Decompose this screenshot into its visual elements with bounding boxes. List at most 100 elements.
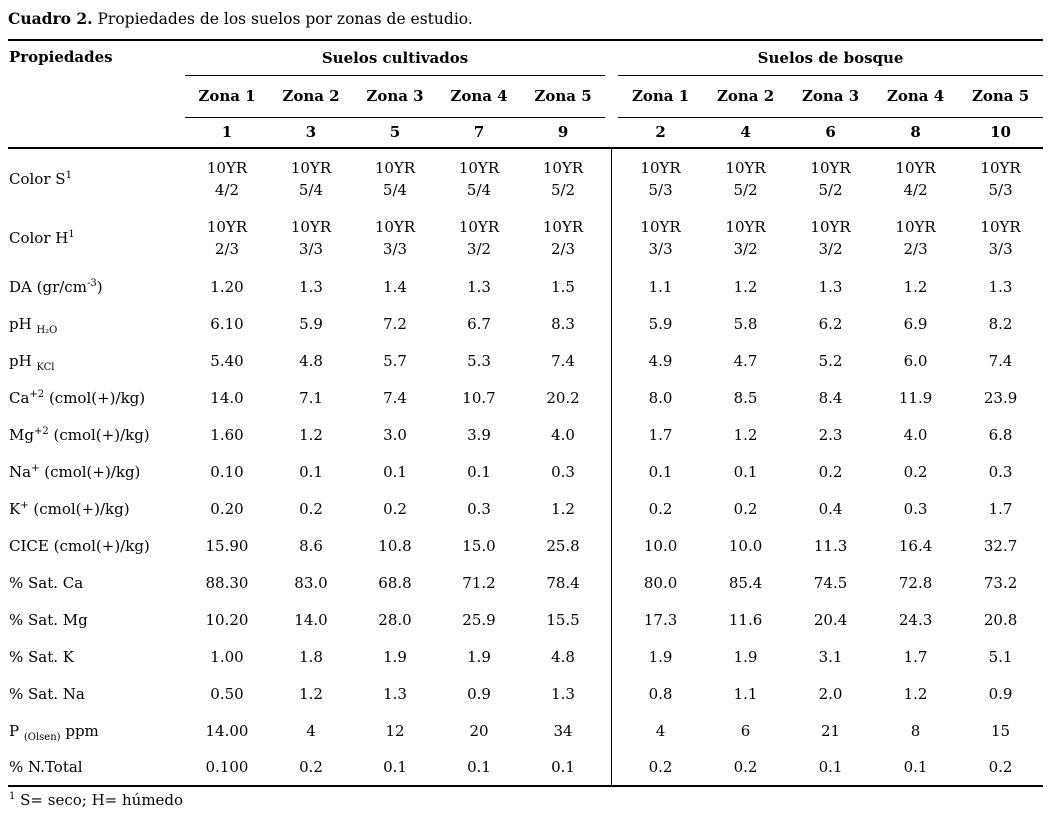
data-cell: 0.3 [551, 462, 575, 481]
zone-header: Zona 5 [958, 75, 1044, 118]
data-cell: 10YR 3/2 [810, 218, 851, 258]
data-cell: 1.1 [648, 277, 673, 296]
data-cell: 20.4 [813, 610, 848, 629]
data-cell: 10.7 [462, 388, 496, 407]
data-cell: 1.7 [648, 425, 673, 444]
data-cell: 1.20 [210, 277, 244, 296]
row-label: Na+ (cmol(+)/kg) [9, 462, 141, 481]
data-cell: 10YR 5/4 [374, 158, 416, 199]
group-header-forest: Suelos de bosque [618, 40, 1044, 76]
data-cell: 1.9 [467, 647, 491, 666]
data-cell: 78.4 [546, 573, 580, 592]
sample-number-header: 2 [618, 117, 704, 149]
data-cell: 10YR 2/3 [542, 218, 584, 258]
group-header-cultivated: Suelos cultivados [185, 40, 606, 76]
data-cell: 0.8 [648, 684, 673, 703]
data-cell: 1.60 [210, 425, 244, 444]
data-cell: 1.9 [648, 647, 673, 666]
group-divider-line [605, 416, 619, 453]
data-cell: 68.8 [378, 573, 412, 592]
zone-header: Zona 5 [521, 75, 606, 118]
data-cell: 5.2 [818, 351, 843, 370]
row-label: DA (gr/cm-3) [9, 277, 103, 296]
data-cell: 8.6 [299, 536, 323, 555]
data-cell: 20 [469, 721, 489, 740]
row-label: Color H1 [9, 229, 75, 247]
sample-number-header: 6 [788, 117, 874, 149]
data-cell: 8 [910, 721, 921, 740]
table-row: Mg+2 (cmol(+)/kg) 1.60 1.2 3.0 3.9 4.0 1.7 1.2 2… [8, 416, 1043, 453]
data-cell: 1.9 [733, 647, 758, 666]
data-cell: 1.1 [733, 684, 758, 703]
data-cell: 1.2 [299, 684, 323, 703]
data-cell: 0.1 [788, 749, 874, 787]
data-cell: 4 [306, 721, 316, 740]
data-cell: 15.0 [462, 536, 496, 555]
row-label: K+ (cmol(+)/kg) [9, 499, 130, 518]
zone-header: Zona 2 [269, 75, 353, 118]
data-cell: 0.2 [733, 499, 758, 518]
data-cell: 1.3 [467, 277, 491, 296]
data-cell: 10YR 5/4 [290, 158, 332, 199]
data-cell: 4 [655, 721, 666, 740]
data-cell: 10YR 3/2 [725, 218, 766, 258]
data-cell: 4.7 [733, 351, 758, 370]
zone-header: Zona 1 [618, 75, 704, 118]
table-row: pH KCl 5.40 4.8 5.7 5.3 7.4 4.9 4.7 5.2 6.0 7.4 [8, 342, 1043, 379]
table-row: P (Olsen) ppm 14.00 4 12 20 34 4 6 21 8 15 [8, 712, 1043, 749]
table-row: % Sat. K 1.00 1.8 1.9 1.9 4.8 1.9 1.9 3.1 1.7 5.1 [8, 638, 1043, 675]
data-cell: 1.7 [988, 499, 1013, 518]
data-cell: 20.2 [546, 388, 580, 407]
table-row: % Sat. Mg 10.20 14.0 28.0 25.9 15.5 17.3 11.6 20… [8, 601, 1043, 638]
data-cell: 25.9 [462, 610, 496, 629]
data-cell: 32.7 [983, 536, 1018, 555]
zone-header-row: Zona 1 Zona 2 Zona 3 Zona 4 Zona 5 Zona … [8, 75, 1044, 118]
data-cell: 1.3 [988, 277, 1013, 296]
table-row: K+ (cmol(+)/kg) 0.20 0.2 0.2 0.3 1.2 0.2 0.2 0.4… [8, 490, 1043, 527]
table-title-number: Cuadro 2. [8, 9, 93, 28]
table-row: pH H₂O 6.10 5.9 7.2 6.7 8.3 5.9 5.8 6.2 6.9 8.2 [8, 305, 1043, 342]
data-cell: 1.2 [299, 425, 323, 444]
group-divider-line [605, 712, 619, 749]
data-cell: 0.3 [988, 462, 1013, 481]
row-label: pH KCl [9, 351, 55, 373]
group-divider-line [605, 342, 619, 379]
data-cell: 7.4 [383, 388, 407, 407]
data-cell: 10YR 2/3 [206, 218, 248, 258]
row-label: Ca+2 (cmol(+)/kg) [9, 388, 146, 407]
data-cell: 7.4 [988, 351, 1013, 370]
data-cell: 71.2 [462, 573, 496, 592]
footnote: 1 S= seco; H= húmedo [9, 791, 1051, 809]
data-cell: 21 [821, 721, 841, 740]
data-cell: 10.0 [728, 536, 763, 555]
data-cell: 14.0 [210, 388, 244, 407]
data-cell: 6.2 [818, 314, 843, 333]
data-cell: 0.20 [210, 499, 244, 518]
zone-header: Zona 1 [185, 75, 269, 118]
zone-header: Zona 2 [703, 75, 789, 118]
table-row: CICE (cmol(+)/kg) 15.90 8.6 10.8 15.0 25.8 10.… [8, 527, 1043, 564]
row-label: % Sat. Mg [9, 610, 88, 629]
group-divider-line [605, 148, 619, 208]
data-cell: 28.0 [378, 610, 412, 629]
data-cell: 1.2 [733, 277, 758, 296]
data-cell: 1.00 [210, 647, 244, 666]
group-divider-line [605, 490, 619, 527]
group-divider-line [605, 453, 619, 490]
row-label: Color S1 [9, 169, 72, 188]
data-cell: 0.9 [988, 684, 1013, 703]
data-cell: 15 [991, 721, 1011, 740]
data-cell: 1.2 [903, 684, 928, 703]
data-cell: 10YR 5/4 [458, 158, 500, 199]
sample-number-header: 10 [958, 117, 1044, 149]
table-title: Cuadro 2. Propiedades de los suelos por … [8, 8, 1051, 30]
data-cell: 0.1 [521, 749, 606, 787]
data-cell: 7.2 [383, 314, 407, 333]
data-cell: 2.3 [818, 425, 843, 444]
group-divider [605, 40, 618, 75]
soil-properties-table: Propiedades Suelos cultivados Suelos de … [8, 39, 1044, 787]
data-cell: 88.30 [205, 573, 249, 592]
data-cell: 0.1 [467, 462, 491, 481]
sample-number-header: 1 [185, 117, 269, 149]
data-cell: 14.0 [294, 610, 328, 629]
